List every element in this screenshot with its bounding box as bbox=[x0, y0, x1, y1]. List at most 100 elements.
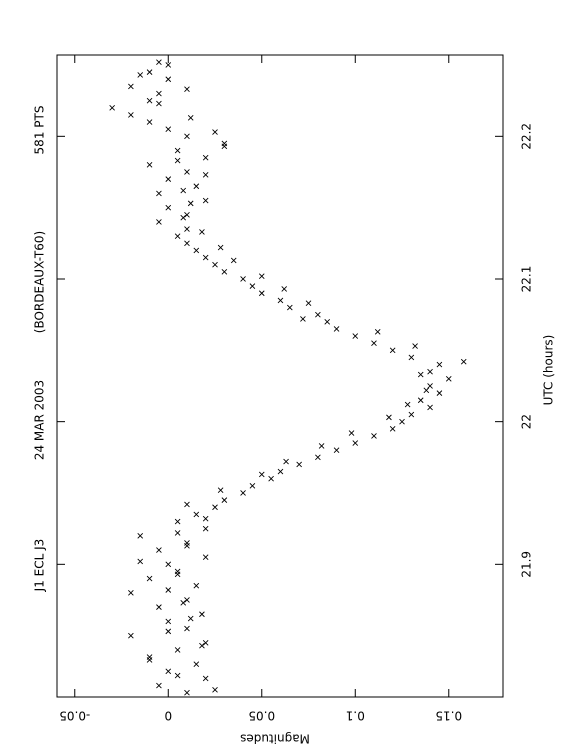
point bbox=[408, 411, 415, 418]
point bbox=[137, 532, 144, 539]
point bbox=[427, 368, 433, 375]
point bbox=[436, 361, 443, 368]
point bbox=[202, 639, 209, 646]
y-axis-label: Magnitudes bbox=[240, 732, 310, 746]
point bbox=[389, 347, 396, 354]
point bbox=[184, 540, 190, 546]
point bbox=[146, 575, 153, 582]
point bbox=[221, 140, 228, 147]
x-axis-label: UTC (hours) bbox=[542, 335, 556, 406]
x-tick-label: 22.1 bbox=[520, 266, 534, 293]
point bbox=[165, 76, 172, 83]
point bbox=[389, 425, 396, 432]
point bbox=[258, 290, 265, 297]
point bbox=[386, 414, 392, 421]
point bbox=[156, 59, 162, 65]
point bbox=[174, 233, 181, 240]
point bbox=[174, 530, 181, 536]
point bbox=[193, 247, 200, 254]
point bbox=[277, 468, 284, 475]
y-tick-label: -0.05 bbox=[59, 709, 90, 723]
point bbox=[318, 443, 325, 449]
point bbox=[137, 72, 144, 78]
plot-frame bbox=[56, 54, 504, 698]
point bbox=[193, 183, 200, 190]
point bbox=[174, 672, 181, 679]
y-tick-label: 0.1 bbox=[346, 709, 365, 723]
point bbox=[184, 240, 190, 247]
point bbox=[165, 618, 172, 625]
point bbox=[277, 297, 284, 304]
point bbox=[286, 304, 293, 311]
point bbox=[217, 244, 224, 251]
point bbox=[352, 440, 359, 446]
point bbox=[202, 154, 209, 161]
x-tick-label: 22 bbox=[520, 414, 534, 429]
point bbox=[128, 83, 134, 90]
point bbox=[221, 269, 228, 275]
point bbox=[371, 340, 377, 347]
point bbox=[156, 682, 162, 689]
point bbox=[156, 604, 162, 610]
point bbox=[165, 628, 172, 635]
point bbox=[199, 229, 205, 235]
point bbox=[315, 454, 321, 461]
point bbox=[165, 587, 172, 593]
point bbox=[417, 371, 424, 378]
point bbox=[165, 204, 172, 211]
point bbox=[348, 430, 355, 436]
point bbox=[404, 401, 411, 408]
point bbox=[202, 525, 209, 532]
point bbox=[212, 687, 218, 693]
point bbox=[399, 418, 405, 425]
point bbox=[165, 668, 172, 675]
point bbox=[258, 273, 265, 279]
point bbox=[180, 600, 187, 606]
point bbox=[187, 114, 194, 121]
point bbox=[184, 133, 190, 140]
y-tick-label: 0.05 bbox=[248, 709, 275, 723]
point bbox=[146, 119, 153, 125]
point bbox=[184, 211, 190, 218]
point bbox=[184, 625, 190, 632]
point bbox=[281, 286, 288, 292]
point bbox=[184, 501, 190, 508]
point bbox=[184, 597, 190, 603]
point bbox=[240, 276, 246, 282]
point bbox=[427, 404, 433, 411]
point bbox=[212, 129, 218, 135]
annotation: 24 MAR 2003 bbox=[33, 380, 47, 460]
point bbox=[199, 642, 205, 649]
point bbox=[202, 197, 209, 204]
point bbox=[174, 571, 181, 578]
point bbox=[193, 511, 200, 518]
point bbox=[165, 62, 172, 68]
point bbox=[146, 97, 153, 104]
x-tick-label: 22.2 bbox=[520, 123, 534, 150]
point bbox=[324, 318, 331, 325]
point bbox=[187, 200, 194, 207]
point bbox=[412, 343, 418, 349]
point bbox=[174, 157, 181, 164]
point bbox=[202, 172, 209, 178]
point bbox=[156, 219, 162, 225]
point bbox=[202, 515, 209, 522]
point bbox=[221, 497, 228, 503]
point bbox=[165, 176, 172, 182]
point bbox=[174, 647, 181, 653]
point bbox=[174, 568, 181, 575]
point bbox=[445, 376, 452, 382]
point bbox=[212, 504, 218, 511]
point bbox=[333, 326, 340, 332]
annotation: 581 PTS bbox=[33, 106, 47, 155]
point bbox=[202, 554, 209, 561]
point bbox=[408, 354, 415, 361]
point bbox=[146, 162, 153, 168]
point bbox=[230, 257, 237, 264]
point bbox=[146, 657, 153, 663]
point bbox=[137, 558, 144, 565]
point bbox=[268, 475, 274, 482]
x-tick-label: 21.9 bbox=[520, 551, 534, 578]
point bbox=[202, 675, 209, 682]
point bbox=[417, 397, 424, 404]
